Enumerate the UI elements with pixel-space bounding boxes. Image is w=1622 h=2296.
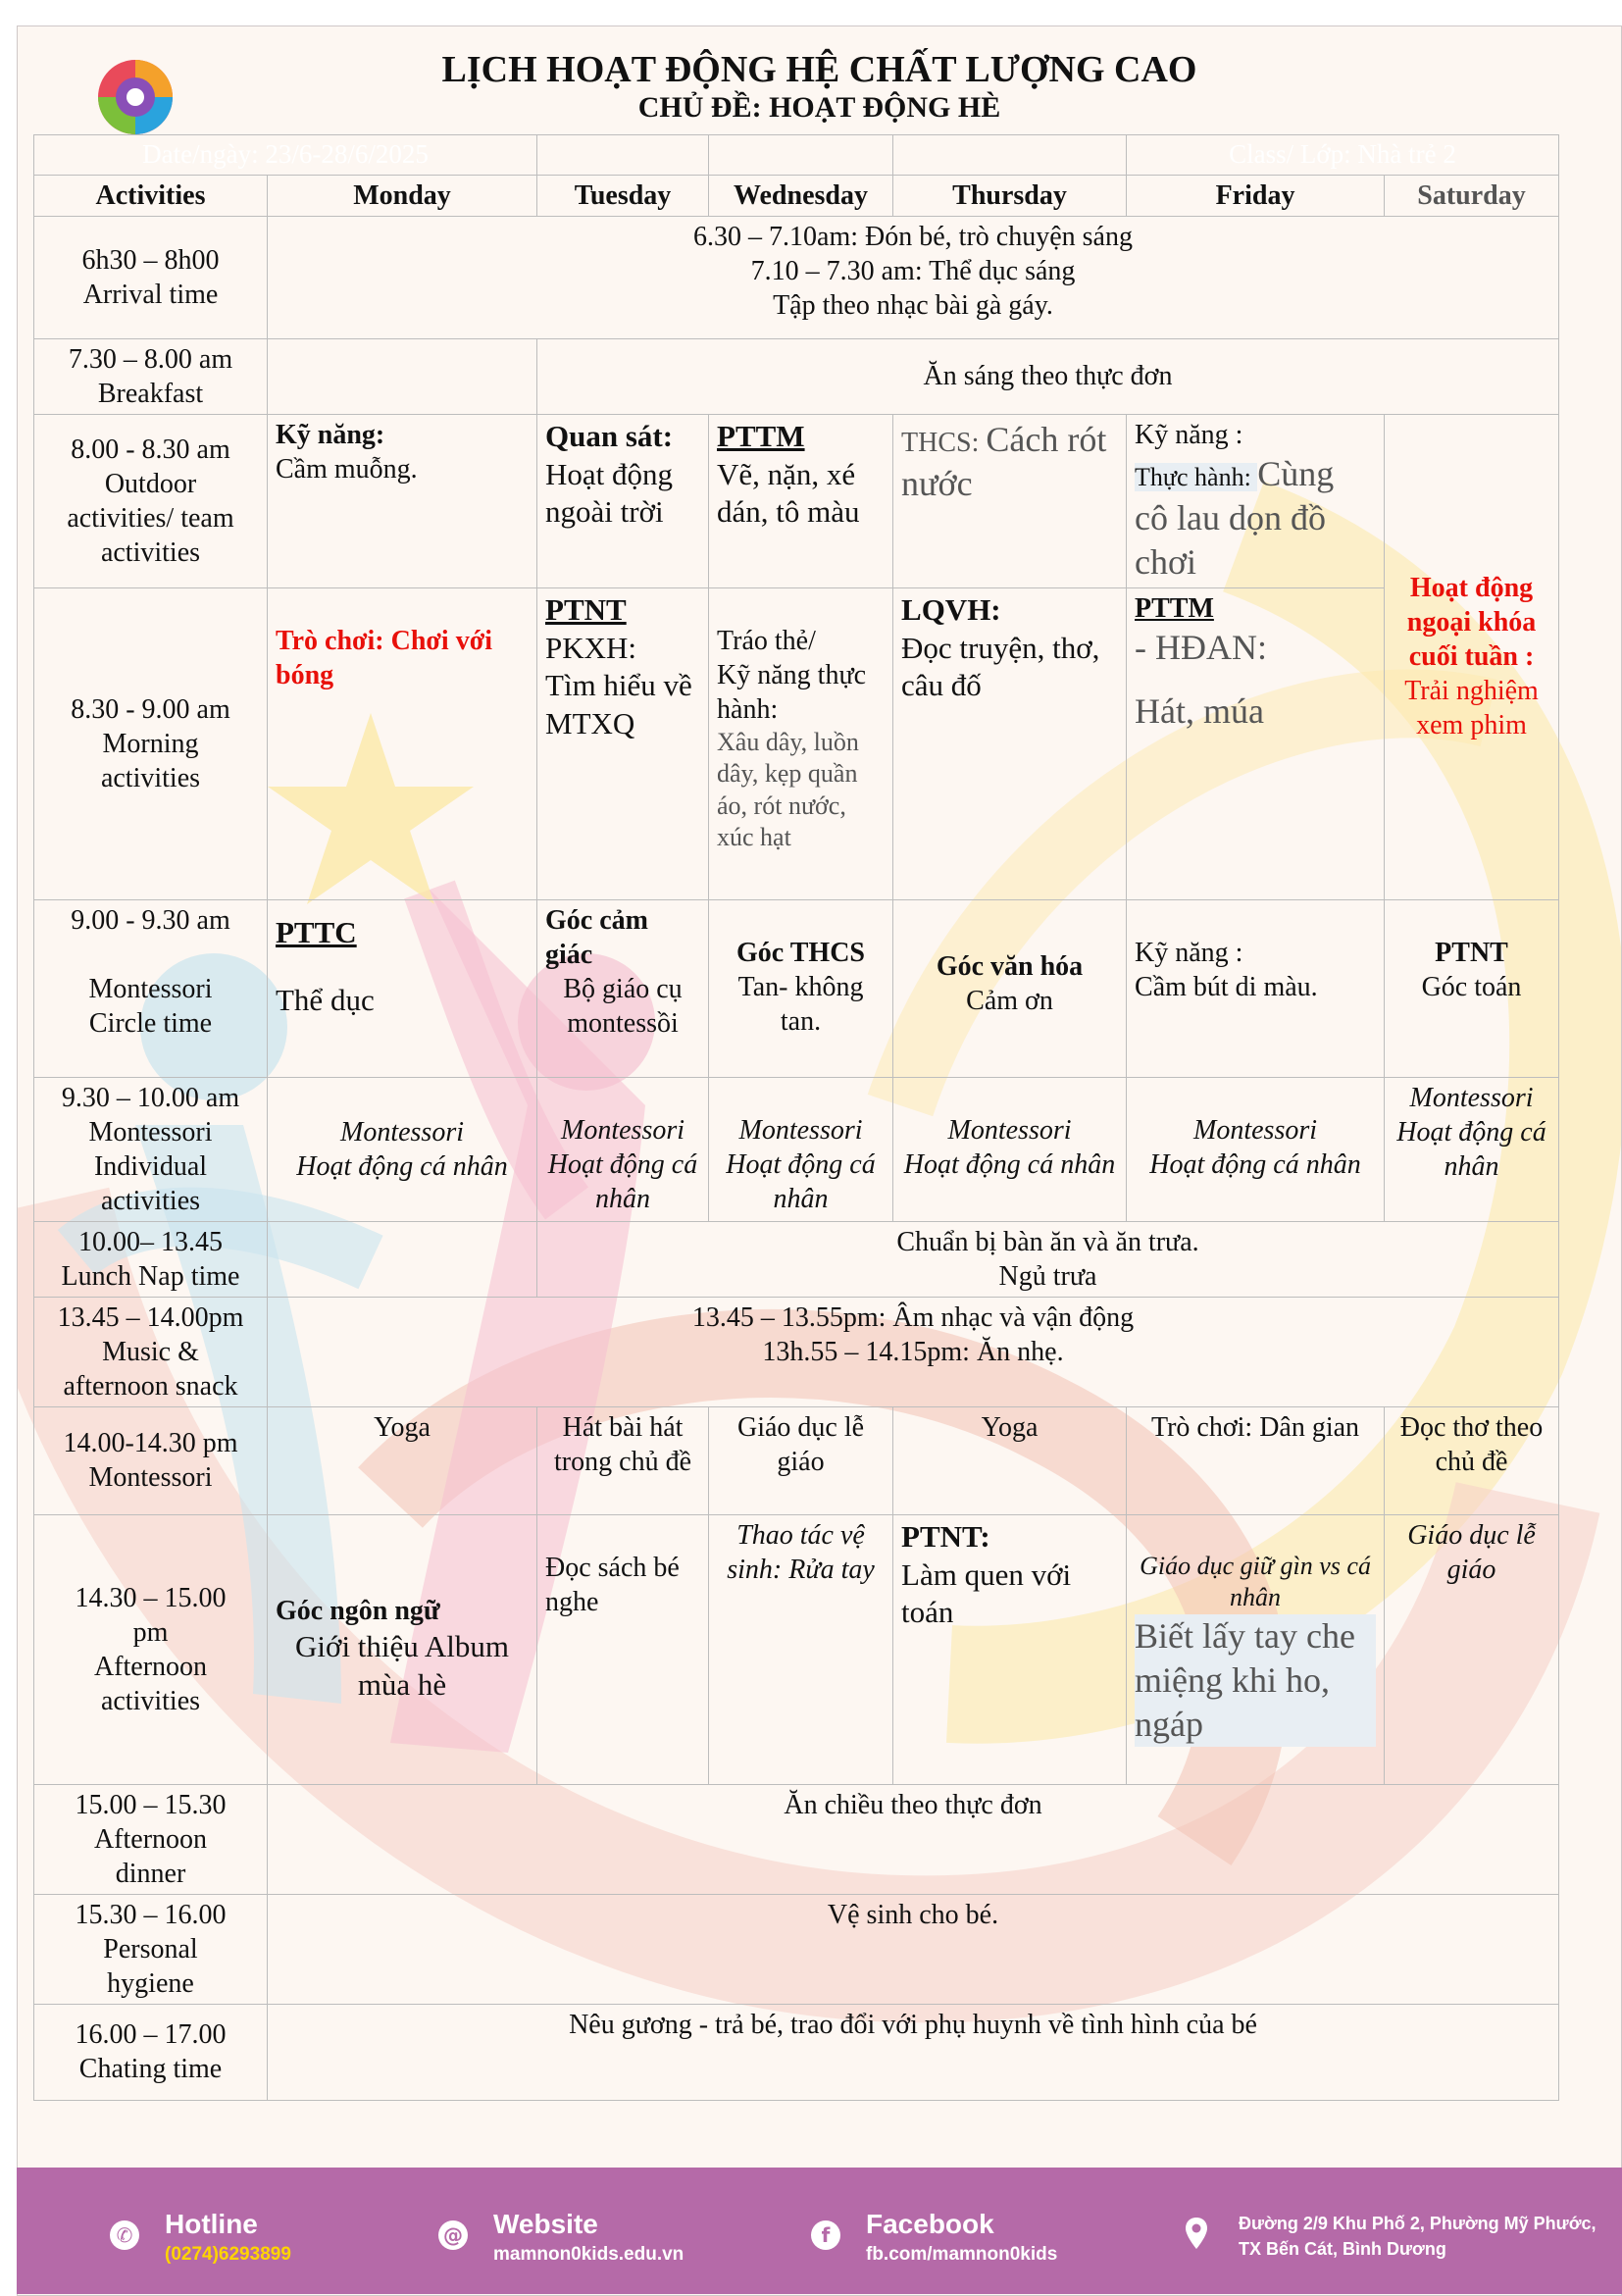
activity-cell: Giáo dục lễ giáo [708, 1405, 894, 1515]
column-header: Activities [33, 174, 268, 217]
activity-cell: PTNT PKXH: Tìm hiểu về MTXQ [536, 587, 710, 900]
time-cell: 13.45 – 14.00pm Music & afternoon snack [33, 1296, 268, 1407]
time-cell: 15.30 – 16.00 Personal hygiene [33, 1893, 268, 2005]
column-header-row: Activities Monday Tuesday Wednesday Thur… [33, 174, 1560, 217]
activity-cell: 6.30 – 7.10am: Đón bé, trò chuyện sáng 7… [266, 215, 1560, 339]
table-row: 8.00 - 8.30 am Outdoor activities/ team … [33, 413, 1560, 900]
activity-cell: PTTM Vẽ, nặn, xé dán, tô màu [708, 413, 894, 588]
activity-cell: Montessori Hoạt động cá nhân [892, 1076, 1128, 1222]
table-row: 16.00 – 17.00 Chating time Nêu gương - t… [33, 2003, 1560, 2101]
activity-cell: Hát bài hát trong chủ đề [536, 1405, 710, 1515]
hotline-number[interactable]: (0274)6293899 [165, 2244, 291, 2265]
column-header: Wednesday [708, 174, 894, 217]
activity-cell: PTNT Góc toán [1384, 898, 1560, 1078]
table-row: 15.30 – 16.00 Personal hygiene Vệ sinh c… [33, 1893, 1560, 2005]
date-label: Date/ngày: 23/6-28/6/2025 [32, 134, 538, 176]
time-cell: 8.00 - 8.30 am Outdoor activities/ team … [33, 413, 268, 588]
time-cell: 9.30 – 10.00 am Montessori Individual ac… [33, 1076, 268, 1222]
okids-logo [98, 60, 173, 134]
table-row: 10.00– 13.45 Lunch Nap time Chuẩn bị bàn… [33, 1220, 1560, 1298]
activity-cell: Góc ngôn ngữ Giới thiệu Album mùa hè [266, 1513, 538, 1785]
hotline-label: Hotline [165, 2209, 258, 2239]
activity-cell: Trò chơi: Chơi với bóng [266, 587, 538, 900]
website-link[interactable]: mamnon0kids.edu.vn [493, 2244, 684, 2265]
activity-cell: Yoga [892, 1405, 1128, 1515]
activity-cell: Giáo dục giữ gìn vs cá nhân Biết lấy tay… [1126, 1513, 1386, 1785]
activity-cell: Montessori Hoạt động cá nhân [1126, 1076, 1386, 1222]
activity-cell: Đọc sách bé nghe [536, 1513, 710, 1785]
time-cell: 10.00– 13.45 Lunch Nap time [33, 1220, 268, 1298]
table-row: 7.30 – 8.00 am Breakfast Ăn sáng theo th… [33, 337, 1560, 415]
column-header: Tuesday [536, 174, 710, 217]
facebook-link[interactable]: fb.com/mamnon0kids [866, 2244, 1058, 2265]
column-header: Friday [1126, 174, 1386, 217]
time-cell: 7.30 – 8.00 am Breakfast [33, 337, 268, 415]
activity-cell: Vệ sinh cho bé. [266, 1893, 1560, 2005]
column-header: Thursday [892, 174, 1128, 217]
table-row: 9.30 – 10.00 am Montessori Individual ac… [33, 1076, 1560, 1222]
at-icon: @ [438, 2220, 468, 2250]
activity-cell: Góc văn hóa Cảm ơn [892, 898, 1128, 1078]
activity-cell: Trò chơi: Dân gian [1126, 1405, 1386, 1515]
facebook-label: Facebook [866, 2209, 994, 2239]
activity-cell: Thao tác vệ sinh: Rửa tay [708, 1513, 894, 1785]
schedule-table: Date/ngày: 23/6-28/6/2025 Class/ Lớp: Nh… [32, 134, 1560, 2101]
footer-bar: ✆ Hotline (0274)6293899 @ Website mamnon… [17, 2168, 1622, 2294]
activity-cell: Kỹ năng : Cầm bút di màu. [1126, 898, 1386, 1078]
info-row: Date/ngày: 23/6-28/6/2025 Class/ Lớp: Nh… [32, 134, 1560, 176]
activity-cell: Montessori Hoạt động cá nhân [266, 1076, 538, 1222]
activity-cell: Tráo thẻ/ Kỹ năng thực hành: Xâu dây, lu… [708, 587, 894, 900]
schedule-page: LỊCH HOẠT ĐỘNG HỆ CHẤT LƯỢNG CAO CHỦ ĐỀ:… [17, 26, 1622, 2296]
weekend-activity-cell: Hoạt động ngoại khóa cuối tuần : Trải ng… [1384, 413, 1560, 900]
class-label: Class/ Lớp: Nhà trẻ 2 [1126, 134, 1560, 176]
phone-icon: ✆ [110, 2220, 139, 2250]
activity-cell: PTTM - HĐAN: Hát, múa [1126, 587, 1386, 900]
activity-cell: PTNT: Làm quen với toán [892, 1513, 1128, 1785]
activity-cell: Montessori Hoạt động cá nhân [536, 1076, 710, 1222]
table-row: 6h30 – 8h00 Arrival time 6.30 – 7.10am: … [33, 215, 1560, 339]
table-row: 14.30 – 15.00 pm Afternoon activities Gó… [33, 1513, 1560, 1785]
activity-cell: 13.45 – 13.55pm: Âm nhạc và vận động 13h… [266, 1296, 1560, 1407]
time-cell: 16.00 – 17.00 Chating time [33, 2003, 268, 2101]
table-row: 8.30 - 9.00 am Morning activities Trò ch… [33, 587, 1559, 900]
activity-cell: Góc THCS Tan- không tan. [708, 898, 894, 1078]
column-header: Monday [266, 174, 538, 217]
column-header: Saturday [1384, 174, 1560, 217]
table-row: 14.00-14.30 pm Montessori Yoga Hát bài h… [33, 1405, 1560, 1515]
activity-cell: LQVH: Đọc truyện, thơ, câu đố [892, 587, 1128, 900]
activity-cell: Ăn chiều theo thực đơn [266, 1783, 1560, 1895]
activity-cell: Chuẩn bị bàn ăn và ăn trưa. Ngủ trưa [536, 1220, 1560, 1298]
activity-cell: Montessori Hoạt động cá nhân [1384, 1076, 1560, 1222]
website-label: Website [493, 2209, 598, 2239]
page-title: LỊCH HOẠT ĐỘNG HỆ CHẤT LƯỢNG CAO [441, 49, 1197, 90]
page-subtitle: CHỦ ĐỀ: HOẠT ĐỘNG HÈ [637, 91, 1001, 124]
activity-cell: Đọc thơ theo chủ đề [1384, 1405, 1560, 1515]
activity-cell: Giáo dục lễ giáo [1384, 1513, 1560, 1785]
address-text: Đường 2/9 Khu Phố 2, Phường Mỹ Phước, TX… [1239, 2214, 1597, 2260]
time-cell: 6h30 – 8h00 Arrival time [33, 215, 268, 339]
activity-cell: Ăn sáng theo thực đơn [536, 337, 1560, 415]
table-row: 15.00 – 15.30 Afternoon dinner Ăn chiều … [33, 1783, 1560, 1895]
activity-cell: Kỹ năng: Cầm muỗng. [266, 413, 538, 588]
time-cell: 15.00 – 15.30 Afternoon dinner [33, 1783, 268, 1895]
location-pin-icon [1186, 2218, 1207, 2249]
time-cell: 8.30 - 9.00 am Morning activities [33, 587, 268, 900]
activity-cell: Nêu gương - trả bé, trao đổi với phụ huy… [266, 2003, 1560, 2101]
activity-cell: THCS: Cách rót nước [892, 413, 1128, 588]
activity-cell: PTTC Thể dục [266, 898, 538, 1078]
facebook-icon: f [811, 2220, 840, 2250]
activity-cell: Kỹ năng : Thực hành: Cùng cô lau dọn đồ … [1126, 413, 1386, 588]
time-cell: 14.30 – 15.00 pm Afternoon activities [33, 1513, 268, 1785]
activity-cell: Góc cảm giác Bộ giáo cụ montessồi [536, 898, 710, 1078]
activity-cell: Yoga [266, 1405, 538, 1515]
activity-cell: Quan sát: Hoạt động ngoài trời [536, 413, 710, 588]
table-row: 9.00 - 9.30 am Montessori Circle time PT… [33, 898, 1560, 1078]
table-row: 13.45 – 14.00pm Music & afternoon snack … [33, 1296, 1560, 1407]
time-cell: 9.00 - 9.30 am Montessori Circle time [33, 898, 268, 1078]
time-cell: 14.00-14.30 pm Montessori [33, 1405, 268, 1515]
activity-cell: Montessori Hoạt động cá nhân [708, 1076, 894, 1222]
